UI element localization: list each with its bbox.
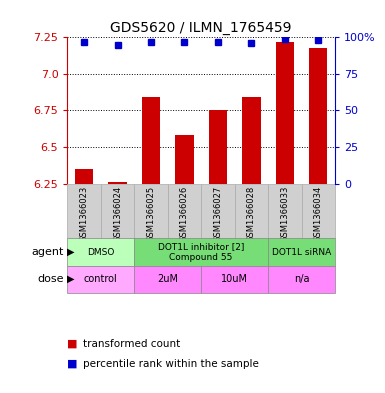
Bar xyxy=(276,42,294,184)
Text: GSM1366033: GSM1366033 xyxy=(280,186,289,242)
Bar xyxy=(134,184,168,239)
Text: ■: ■ xyxy=(67,339,78,349)
Bar xyxy=(268,184,301,239)
Text: DOT1L siRNA: DOT1L siRNA xyxy=(272,248,331,257)
Bar xyxy=(134,239,268,266)
Bar xyxy=(142,97,160,184)
Text: DMSO: DMSO xyxy=(87,248,114,257)
Text: ▶: ▶ xyxy=(67,247,74,257)
Bar xyxy=(209,110,227,184)
Bar xyxy=(67,266,134,293)
Bar xyxy=(75,169,93,184)
Text: GSM1366028: GSM1366028 xyxy=(247,186,256,242)
Bar xyxy=(168,184,201,239)
Text: ▶: ▶ xyxy=(67,274,74,284)
Text: n/a: n/a xyxy=(294,274,309,284)
Bar xyxy=(201,266,268,293)
Text: control: control xyxy=(84,274,118,284)
Text: 10uM: 10uM xyxy=(221,274,248,284)
Bar xyxy=(268,266,335,293)
Text: GSM1366034: GSM1366034 xyxy=(314,186,323,242)
Text: GSM1366024: GSM1366024 xyxy=(113,186,122,242)
Text: percentile rank within the sample: percentile rank within the sample xyxy=(83,358,259,369)
Bar xyxy=(67,239,134,266)
Bar xyxy=(101,184,134,239)
Text: GSM1366026: GSM1366026 xyxy=(180,186,189,242)
Bar xyxy=(301,184,335,239)
Bar xyxy=(67,184,101,239)
Text: agent: agent xyxy=(31,247,64,257)
Text: GSM1366025: GSM1366025 xyxy=(146,186,156,242)
Bar xyxy=(134,266,201,293)
Bar xyxy=(201,184,234,239)
Bar xyxy=(242,97,261,184)
Bar xyxy=(268,239,335,266)
Text: DOT1L inhibitor [2]
Compound 55: DOT1L inhibitor [2] Compound 55 xyxy=(158,242,244,262)
Text: 2uM: 2uM xyxy=(157,274,178,284)
Text: GSM1366023: GSM1366023 xyxy=(80,186,89,242)
Text: ■: ■ xyxy=(67,358,78,369)
Bar xyxy=(309,48,327,184)
Bar xyxy=(234,184,268,239)
Text: GSM1366027: GSM1366027 xyxy=(213,186,223,242)
Text: transformed count: transformed count xyxy=(83,339,180,349)
Text: dose: dose xyxy=(37,274,64,284)
Title: GDS5620 / ILMN_1765459: GDS5620 / ILMN_1765459 xyxy=(110,21,292,35)
Bar xyxy=(108,182,127,184)
Bar xyxy=(175,135,194,184)
